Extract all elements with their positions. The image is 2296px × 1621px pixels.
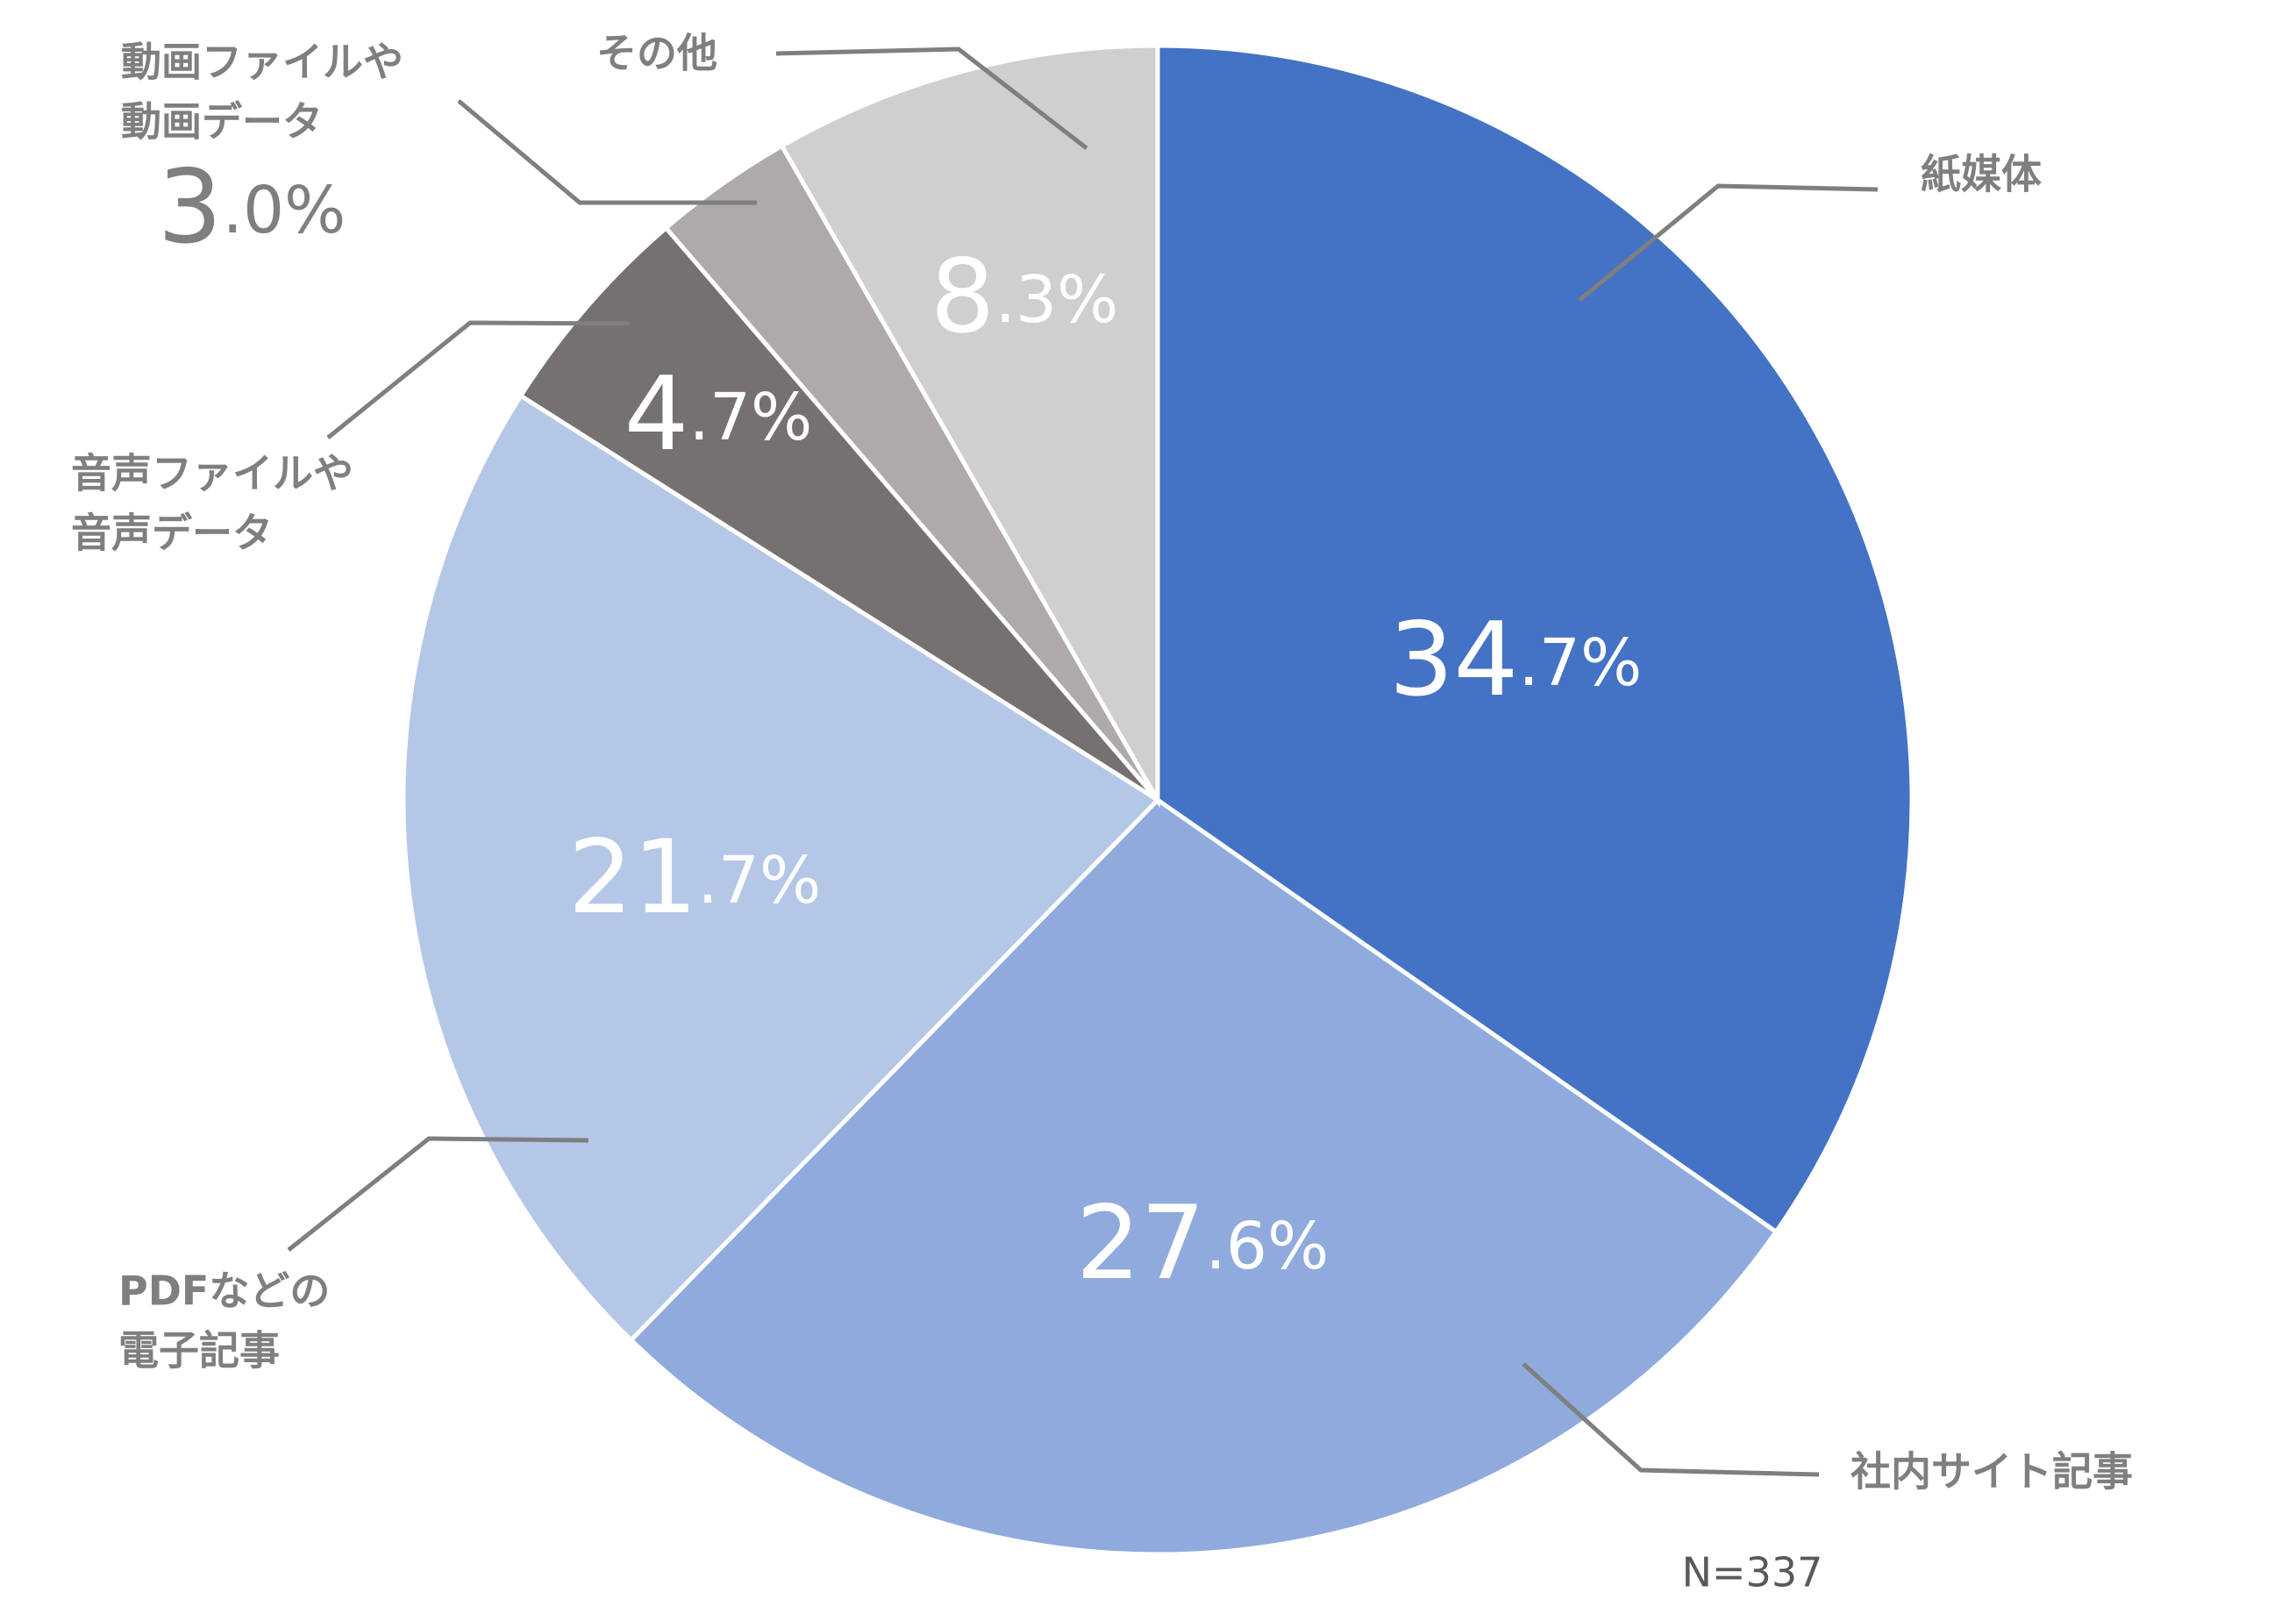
value-label: 4.7% <box>624 355 813 474</box>
value-label: 21.7% <box>568 818 822 937</box>
pie-slice <box>628 796 1779 1557</box>
category-label: 動画ファイルや <box>121 39 403 86</box>
category-label: 電子記事 <box>118 1327 280 1375</box>
value-label: 27.6% <box>1076 1184 1330 1303</box>
leader-line <box>287 1136 589 1252</box>
value-label: 8.3% <box>931 238 1119 356</box>
pie-slice <box>779 43 1160 809</box>
category-label: その他 <box>596 30 717 77</box>
pie-slice <box>401 392 1161 1344</box>
value-label: 34.7% <box>1389 601 1643 719</box>
leader-line <box>457 99 757 205</box>
value-label: 3.0% <box>158 148 346 267</box>
value-label-integer: 4 <box>624 355 689 474</box>
value-label-fraction: .7% <box>697 843 821 918</box>
value-label-fraction: .0% <box>222 173 346 248</box>
sample-size-note: N=337 <box>1682 1549 1823 1596</box>
value-label-integer: 21 <box>568 818 698 937</box>
category-label: 動画データ <box>121 98 323 146</box>
value-label-integer: 3 <box>158 148 223 267</box>
pie-slice <box>1155 43 1915 1235</box>
value-label-fraction: .7% <box>688 380 812 455</box>
leader-line <box>326 320 630 439</box>
category-label: 音声データ <box>71 510 273 557</box>
leader-line <box>1578 183 1879 302</box>
leader-line <box>1522 1362 1820 1477</box>
value-label-integer: 27 <box>1076 1184 1206 1303</box>
category-label: PDFなどの <box>118 1268 330 1315</box>
category-label: 紙媒体 <box>1921 151 2042 198</box>
value-label-fraction: .7% <box>1518 625 1642 701</box>
pie-slice <box>517 225 1159 803</box>
value-label-integer: 34 <box>1389 601 1519 719</box>
category-label: 音声ファイルや <box>71 450 353 497</box>
value-label-integer: 8 <box>931 238 995 356</box>
category-label: 社内サイト記事 <box>1850 1448 2133 1496</box>
value-label-fraction: .3% <box>995 262 1118 338</box>
value-label-fraction: .6% <box>1205 1209 1329 1284</box>
leader-line <box>775 46 1088 150</box>
